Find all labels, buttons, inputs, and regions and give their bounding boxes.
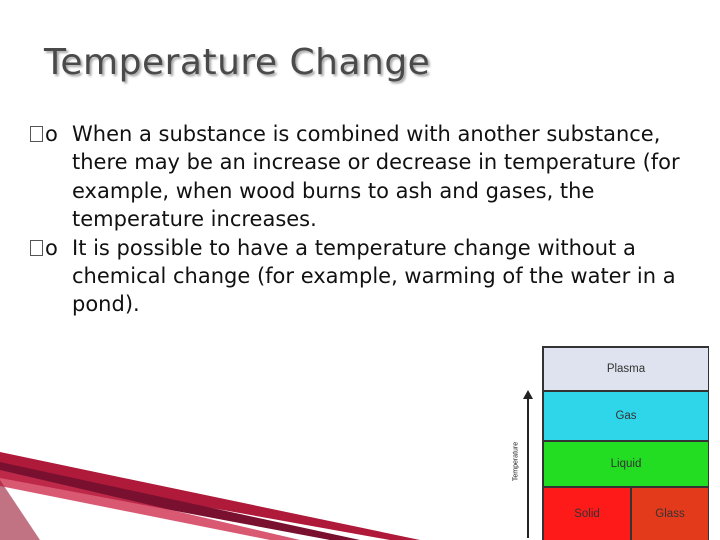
bullet-marker: o [30,120,58,148]
bullet-item-2: o It is possible to have a temperature c… [30,234,690,319]
swoosh-stripe-dark [0,462,360,540]
phase-liquid: Liquid [544,442,708,486]
bullet-item-1: o When a substance is combined with anot… [30,120,690,234]
phase-glass-label: Glass [655,508,685,520]
phase-solid: Solid [544,488,630,540]
missing-glyph-icon [30,126,43,143]
phase-plasma: Plasma [544,348,708,390]
axis-label: Temperature [512,441,520,482]
phase-liquid-label: Liquid [610,458,642,470]
phase-solid-label: Solid [574,508,600,520]
bullet-text-1: When a substance is combined with anothe… [72,122,680,232]
bullet-marker-letter: o [45,122,58,146]
bullet-marker: o [30,234,58,262]
phase-gas: Gas [544,392,708,440]
slide-title: Temperature Change [44,42,431,83]
phase-diagram: Temperature Plasma Gas Liquid Solid Glas… [508,346,710,540]
arrow-head-icon [523,390,533,399]
temperature-arrow [527,396,529,538]
bullet-marker-letter: o [45,235,58,260]
slide-body: o When a substance is combined with anot… [30,120,690,319]
decorative-swoosh [0,452,420,540]
phase-plasma-label: Plasma [606,363,646,375]
swoosh-stripe-red [0,452,420,540]
bullet-text-2: It is possible to have a temperature cha… [72,235,676,317]
swoosh-stripe-corner [0,480,40,540]
phase-glass: Glass [632,488,708,540]
missing-glyph-icon [30,239,43,256]
swoosh-stripe-light [0,470,300,540]
phase-gas-label: Gas [615,410,637,422]
